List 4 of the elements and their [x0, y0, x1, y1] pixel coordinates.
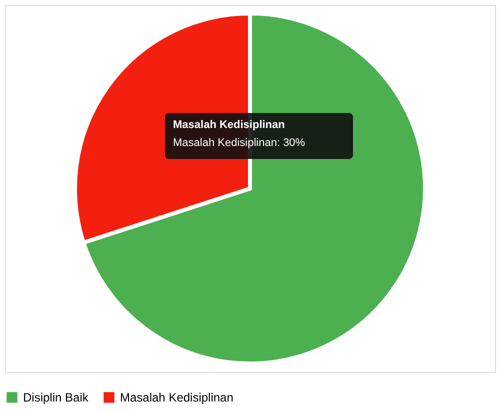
legend-label: Disiplin Baik: [23, 390, 90, 404]
text: Masalah Kedisiplinan: 30%: [173, 137, 306, 149]
legend-label: Masalah Kedisiplinan: [120, 390, 234, 404]
text: Masalah Kedisiplinan: [173, 119, 286, 131]
